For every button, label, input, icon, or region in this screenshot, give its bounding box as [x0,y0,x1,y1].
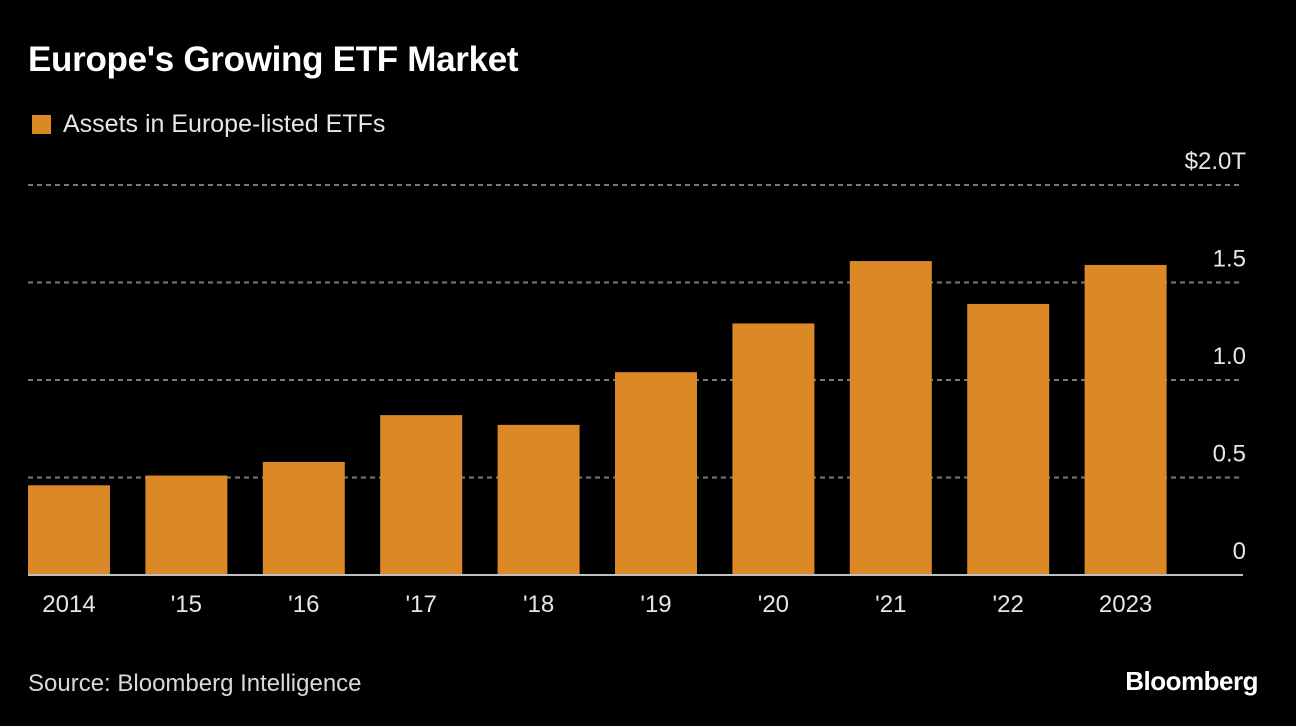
y-tick-label: $2.0T [1185,148,1247,175]
y-axis-ticks: 0 0.5 1.0 1.5 $2.0T [1185,148,1247,565]
bar [849,261,932,575]
bar [262,461,345,575]
bar [145,475,228,575]
x-tick-label: '16 [288,591,319,618]
x-axis-ticks: 2014 '15 '16 '17 '18 '19 '20 '21 '22 2023 [42,591,1152,618]
bar [28,485,110,575]
x-tick-label: 2014 [42,591,95,618]
x-tick-label: '20 [758,591,789,618]
legend-label: Assets in Europe-listed ETFs [63,110,386,138]
y-tick-label: 0 [1233,538,1246,565]
x-tick-label: '19 [640,591,671,618]
legend: Assets in Europe-listed ETFs [32,110,385,139]
bar [615,372,697,575]
bloomberg-logo: Bloomberg [1125,666,1258,696]
bar [380,415,463,575]
x-tick-label: 2023 [1099,591,1152,618]
x-tick-label: '18 [523,591,554,618]
bar [497,424,580,575]
bar [1084,264,1167,575]
legend-swatch [32,115,51,134]
bar [732,323,815,575]
y-tick-label: 1.0 [1213,343,1246,370]
chart-title: Europe's Growing ETF Market [28,40,519,79]
x-tick-label: '17 [406,591,437,618]
x-tick-label: '22 [993,591,1024,618]
x-tick-label: '21 [875,591,906,618]
y-tick-label: 0.5 [1213,441,1246,468]
bar [967,303,1050,575]
source-note: Source: Bloomberg Intelligence [28,670,362,697]
y-tick-label: 1.5 [1213,246,1246,273]
x-tick-label: '15 [171,591,202,618]
bars [28,261,1167,575]
